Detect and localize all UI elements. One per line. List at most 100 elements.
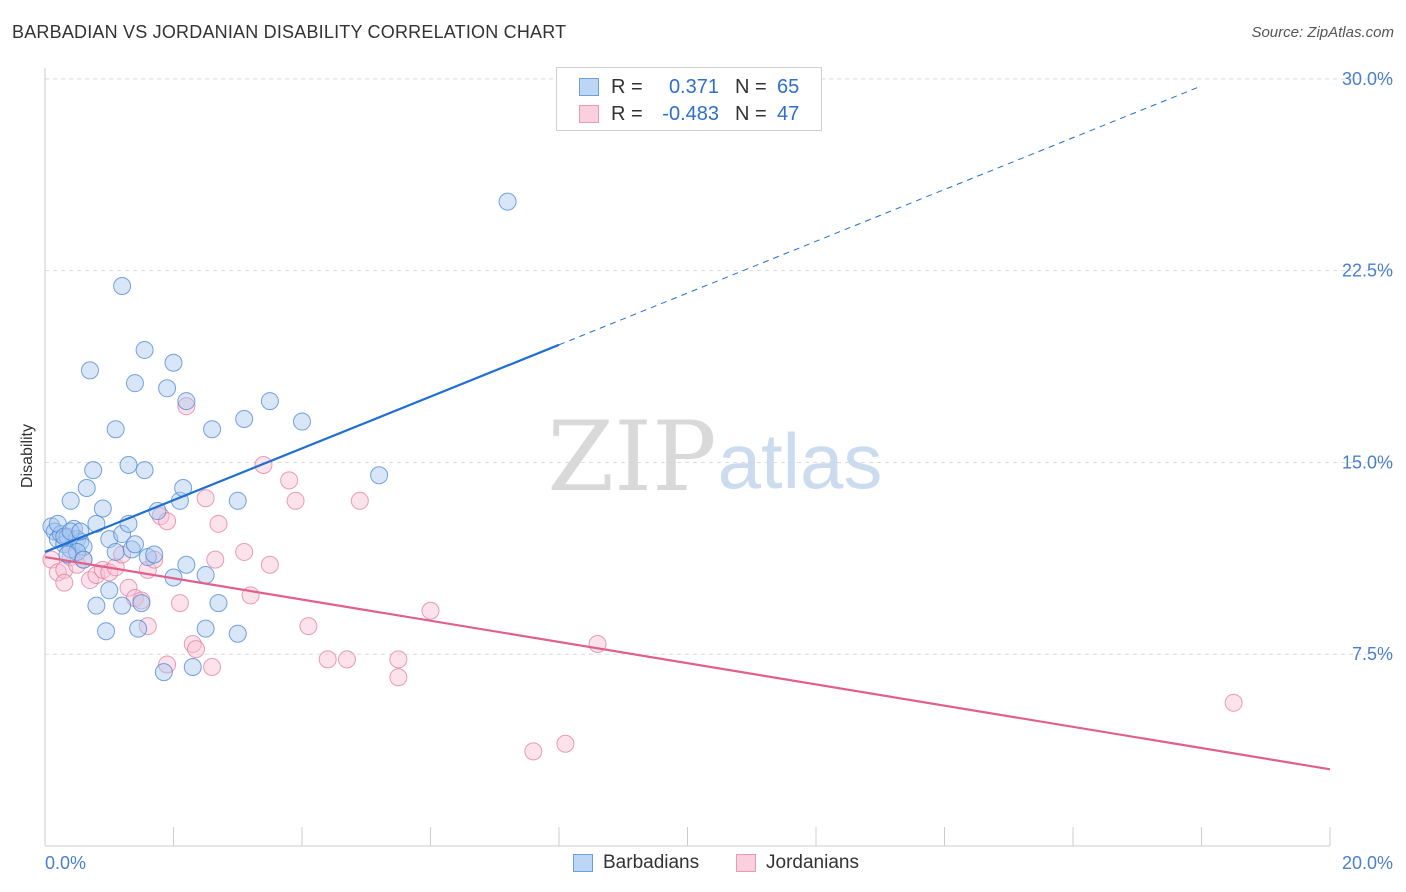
correlation-legend: R = 0.371 N = 65 R = -0.483 N = 47 — [556, 67, 822, 131]
barbadian-point — [135, 340, 154, 359]
watermark: ZIP atlas — [547, 401, 882, 513]
y-tick-label: 22.5% — [1342, 261, 1393, 281]
jordanian-point — [203, 658, 222, 677]
y-tick-label: 30.0% — [1342, 69, 1393, 89]
barbadian-point — [87, 596, 106, 615]
series-legend: Barbadians Jordanians — [0, 852, 1406, 876]
barbadian-trend-extension — [558, 85, 1202, 346]
barbadian-point — [106, 542, 125, 561]
barbadian-point — [61, 522, 80, 541]
barbadian-point — [203, 420, 222, 439]
legend-r-label: R = — [611, 102, 643, 125]
barbadian-point — [196, 565, 215, 584]
barbadian-point — [97, 622, 116, 641]
barbadian-point — [58, 545, 77, 564]
jordanian-point — [318, 650, 337, 669]
legend-row-jordanians: R = -0.483 N = 47 — [579, 102, 799, 126]
barbadian-point — [228, 491, 247, 510]
barbadian-point — [145, 545, 164, 564]
legend-r-label: R = — [611, 75, 643, 98]
barbadian-point — [228, 624, 247, 643]
jordanian-point — [421, 601, 440, 620]
jordanian-point — [524, 742, 543, 761]
barbadian-point — [125, 535, 144, 554]
barbadian-point — [74, 550, 93, 569]
barbadian-point — [177, 392, 196, 411]
barbadian-point — [196, 619, 215, 638]
barbadian-trend-line — [44, 343, 560, 553]
jordanian-point — [206, 550, 225, 569]
jordanian-point — [389, 668, 408, 687]
barbadian-point — [113, 277, 132, 296]
jordanian-point — [177, 397, 196, 416]
tick-labels: 7.5% 15.0% 22.5% 30.0% 0.0% 20.0% — [45, 69, 1393, 873]
jordanian-point — [260, 555, 279, 574]
watermark-atlas: atlas — [718, 417, 883, 505]
barbadian-point — [113, 596, 132, 615]
barbadian-point — [119, 456, 138, 475]
barbadian-point — [498, 192, 517, 211]
jordanian-point — [183, 634, 202, 653]
barbadian-point — [293, 412, 311, 431]
axes — [44, 68, 1331, 847]
legend-n-value: 47 — [777, 102, 800, 125]
jordanian-trend-line — [44, 555, 1331, 771]
watermark-zip: ZIP — [547, 401, 716, 513]
legend-n-value: 65 — [777, 75, 800, 98]
jordanian-point — [170, 594, 189, 613]
jordanian-point — [286, 491, 305, 510]
y-tick-label: 7.5% — [1352, 644, 1393, 664]
barbadian-point — [129, 619, 148, 638]
jordanian-point — [389, 650, 408, 669]
chart-title: BARBADIAN VS JORDANIAN DISABILITY CORREL… — [12, 22, 567, 42]
barbadian-point — [84, 461, 103, 480]
barbadian-swatch — [579, 78, 599, 96]
legend-label-jordanians: Jordanians — [766, 852, 859, 873]
barbadian-point — [260, 392, 279, 411]
gridlines — [45, 78, 1392, 655]
barbadian-point — [122, 540, 141, 559]
barbadian-point — [132, 594, 151, 613]
barbadian-point — [370, 466, 389, 485]
barbadian-swatch — [573, 854, 593, 872]
y-tick-label: 15.0% — [1342, 452, 1393, 472]
jordanian-point — [337, 650, 356, 669]
x-tick-label-right: 20.0% — [1342, 853, 1393, 873]
jordanian-point — [556, 734, 575, 753]
barbadian-point — [135, 461, 154, 480]
barbadian-point — [106, 420, 125, 439]
legend-r-value: 0.371 — [668, 75, 719, 98]
barbadian-points — [42, 192, 517, 682]
x-tick-label-left: 0.0% — [45, 853, 86, 873]
jordanian-point — [119, 578, 138, 597]
legend-label-barbadians: Barbadians — [603, 852, 700, 873]
source-credit: Source: ZipAtlas.com — [1251, 24, 1394, 41]
legend-item-barbadians[interactable]: Barbadians — [573, 852, 699, 874]
barbadian-point — [113, 525, 132, 544]
legend-n-label: N = — [735, 75, 767, 98]
barbadian-point — [158, 379, 177, 398]
jordanian-point — [186, 640, 205, 659]
jordanian-swatch — [736, 854, 756, 872]
jordanian-point — [1224, 693, 1243, 712]
legend-row-barbadians: R = 0.371 N = 65 — [579, 75, 799, 99]
barbadian-point — [154, 663, 173, 682]
barbadian-point — [80, 361, 99, 380]
barbadian-point — [100, 581, 119, 600]
legend-n-label: N = — [735, 102, 767, 125]
barbadian-point — [77, 479, 96, 498]
jordanian-point — [196, 489, 215, 508]
barbadian-point — [93, 499, 112, 518]
barbadian-point — [125, 374, 144, 393]
barbadian-point — [61, 491, 80, 510]
jordanian-swatch — [579, 105, 599, 123]
jordanian-point — [350, 491, 369, 510]
barbadian-point — [177, 555, 196, 574]
barbadian-point — [183, 658, 202, 677]
jordanian-point — [299, 617, 318, 636]
jordanian-point — [280, 471, 299, 490]
barbadian-point — [209, 594, 228, 613]
legend-item-jordanians[interactable]: Jordanians — [736, 852, 859, 874]
legend-r-value: -0.483 — [662, 102, 719, 125]
jordanian-point — [55, 573, 74, 592]
